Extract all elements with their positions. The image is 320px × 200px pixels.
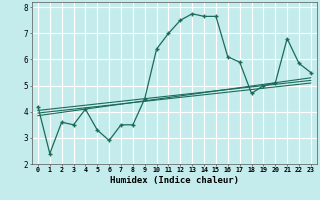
X-axis label: Humidex (Indice chaleur): Humidex (Indice chaleur): [110, 176, 239, 185]
